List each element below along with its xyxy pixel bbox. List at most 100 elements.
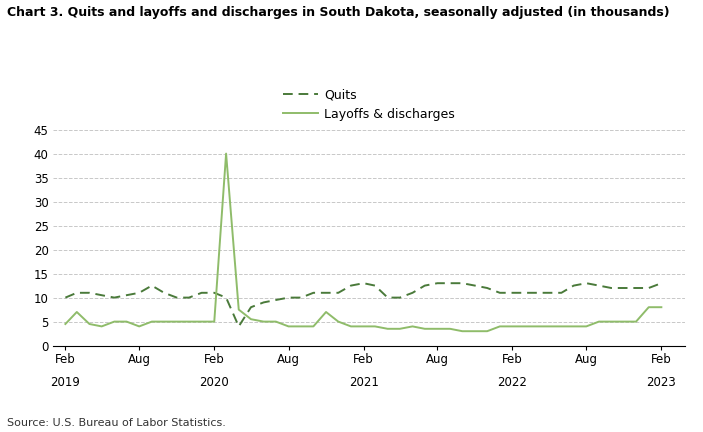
Layoffs & discharges (645, 305, 653, 310)
Layoffs & discharges (185, 319, 193, 324)
Quits (259, 300, 268, 305)
Layoffs & discharges (532, 324, 541, 329)
Quits (122, 292, 131, 298)
Quits (110, 295, 119, 300)
Quits (370, 283, 379, 288)
Layoffs & discharges (483, 329, 491, 334)
Quits (72, 290, 81, 295)
Layoffs & discharges (520, 324, 528, 329)
Layoffs & discharges (458, 329, 467, 334)
Layoffs & discharges (582, 324, 591, 329)
Layoffs & discharges (334, 319, 342, 324)
Quits (632, 286, 640, 291)
Layoffs & discharges (396, 326, 404, 331)
Layoffs & discharges (322, 309, 330, 314)
Layoffs & discharges (569, 324, 578, 329)
Quits (359, 281, 368, 286)
Layoffs & discharges (235, 307, 243, 312)
Layoffs & discharges (657, 305, 666, 310)
Quits (420, 283, 429, 288)
Layoffs & discharges (210, 319, 219, 324)
Layoffs & discharges (98, 324, 106, 329)
Quits (645, 286, 653, 291)
Quits (148, 283, 156, 288)
Quits (657, 281, 666, 286)
Quits (297, 295, 305, 300)
Text: 2021: 2021 (349, 376, 378, 389)
Layoffs & discharges (61, 321, 70, 327)
Quits (545, 290, 553, 295)
Quits (347, 283, 355, 288)
Quits (334, 290, 342, 295)
Quits (160, 290, 168, 295)
Quits (458, 281, 467, 286)
Text: 2020: 2020 (200, 376, 229, 389)
Quits (483, 286, 491, 291)
Text: Source: U.S. Bureau of Labor Statistics.: Source: U.S. Bureau of Labor Statistics. (7, 418, 226, 428)
Layoffs & discharges (471, 329, 479, 334)
Quits (235, 324, 243, 329)
Quits (607, 286, 615, 291)
Layoffs & discharges (198, 319, 206, 324)
Layoffs & discharges (222, 151, 231, 156)
Layoffs & discharges (85, 321, 93, 327)
Line: Quits: Quits (65, 283, 662, 327)
Quits (322, 290, 330, 295)
Quits (595, 283, 603, 288)
Quits (247, 305, 255, 310)
Layoffs & discharges (309, 324, 318, 329)
Layoffs & discharges (370, 324, 379, 329)
Layoffs & discharges (508, 324, 517, 329)
Quits (61, 295, 70, 300)
Layoffs & discharges (148, 319, 156, 324)
Line: Layoffs & discharges: Layoffs & discharges (65, 154, 662, 331)
Quits (85, 290, 93, 295)
Layoffs & discharges (420, 326, 429, 331)
Layoffs & discharges (383, 326, 392, 331)
Layoffs & discharges (545, 324, 553, 329)
Text: Chart 3. Quits and layoffs and discharges in South Dakota, seasonally adjusted (: Chart 3. Quits and layoffs and discharge… (7, 6, 670, 19)
Layoffs & discharges (135, 324, 143, 329)
Layoffs & discharges (595, 319, 603, 324)
Layoffs & discharges (247, 317, 255, 322)
Quits (172, 295, 181, 300)
Layoffs & discharges (607, 319, 615, 324)
Layoffs & discharges (446, 326, 454, 331)
Layoffs & discharges (632, 319, 640, 324)
Quits (619, 286, 628, 291)
Layoffs & discharges (347, 324, 355, 329)
Quits (383, 295, 392, 300)
Quits (309, 290, 318, 295)
Quits (508, 290, 517, 295)
Layoffs & discharges (557, 324, 566, 329)
Quits (433, 281, 441, 286)
Layoffs & discharges (259, 319, 268, 324)
Layoffs & discharges (271, 319, 280, 324)
Quits (284, 295, 292, 300)
Quits (471, 283, 479, 288)
Quits (396, 295, 404, 300)
Quits (520, 290, 528, 295)
Layoffs & discharges (172, 319, 181, 324)
Layoffs & discharges (160, 319, 168, 324)
Text: 2019: 2019 (51, 376, 80, 389)
Quits (408, 290, 417, 295)
Layoffs & discharges (496, 324, 504, 329)
Quits (569, 283, 578, 288)
Layoffs & discharges (433, 326, 441, 331)
Layoffs & discharges (297, 324, 305, 329)
Quits (496, 290, 504, 295)
Quits (98, 292, 106, 298)
Layoffs & discharges (122, 319, 131, 324)
Layoffs & discharges (619, 319, 628, 324)
Quits (271, 297, 280, 302)
Layoffs & discharges (359, 324, 368, 329)
Quits (198, 290, 206, 295)
Layoffs & discharges (72, 309, 81, 314)
Layoffs & discharges (284, 324, 292, 329)
Quits (135, 290, 143, 295)
Quits (185, 295, 193, 300)
Quits (582, 281, 591, 286)
Layoffs & discharges (110, 319, 119, 324)
Quits (532, 290, 541, 295)
